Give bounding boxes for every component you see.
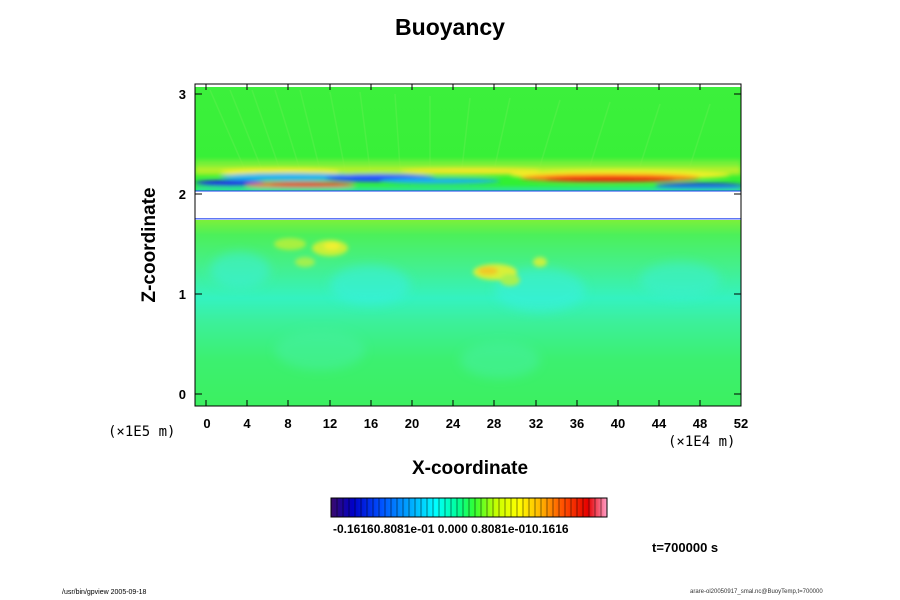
x-tick-label: 32: [529, 416, 543, 431]
y-tick-label: 3: [179, 87, 186, 102]
x-tick-label: 24: [446, 416, 461, 431]
footer-command: /usr/bin/gpview 2005-09-18: [62, 589, 147, 596]
y-axis-label: Z-coordinate: [139, 187, 160, 303]
plot-frame: [194, 83, 742, 407]
time-annotation: t=700000 s: [652, 540, 719, 555]
colorbar-labels: -0.16160.8081e-01 0.000 0.8081e-010.1616: [333, 522, 569, 536]
x-tick-label: 8: [284, 416, 291, 431]
y-unit-label: (×1E5 m): [108, 424, 176, 440]
upper-waves: [209, 89, 711, 171]
x-tick-label: 36: [570, 416, 584, 431]
y-tick-label: 2: [179, 187, 186, 202]
chart-title: Buoyancy: [395, 14, 505, 40]
x-axis-ticks: [205, 84, 742, 406]
tropopause-band: [195, 160, 741, 193]
x-tick-label: 48: [693, 416, 707, 431]
lower-field: [195, 220, 741, 406]
x-tick-label: 20: [405, 416, 419, 431]
x-tick-label: 28: [487, 416, 501, 431]
y-tick-label: 0: [179, 387, 186, 402]
x-tick-label: 4: [243, 416, 251, 431]
x-tick-label: 52: [734, 416, 748, 431]
x-unit-label: (×1E4 m): [668, 434, 736, 450]
x-tick-label: 44: [652, 416, 667, 431]
y-tick-label: 1: [179, 287, 186, 302]
x-tick-label: 12: [323, 416, 337, 431]
y-axis-ticks: [195, 93, 741, 395]
blank-band: [195, 191, 741, 219]
convective-cells: [274, 238, 547, 286]
x-tick-label: 40: [611, 416, 625, 431]
colorbar-ticks: [336, 498, 602, 517]
x-axis-label: X-coordinate: [411, 458, 529, 479]
x-tick-label: 0: [203, 416, 210, 431]
x-tick-label: 16: [364, 416, 378, 431]
footer-source: arare-ol20050917_smal.nc@BuoyTemp,t=7000…: [690, 589, 823, 595]
